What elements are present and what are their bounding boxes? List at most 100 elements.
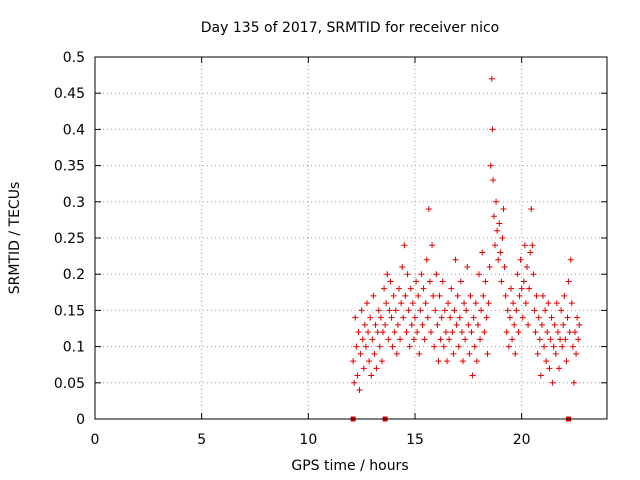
data-point	[515, 329, 522, 336]
data-point	[517, 256, 524, 263]
data-point	[474, 321, 481, 328]
data-point	[559, 343, 566, 350]
data-point	[403, 329, 410, 336]
data-point	[430, 292, 437, 299]
data-point	[557, 336, 564, 343]
data-point	[551, 321, 558, 328]
data-point	[470, 314, 477, 321]
data-point	[497, 249, 504, 256]
data-point	[444, 358, 450, 365]
data-point	[433, 271, 440, 278]
data-point	[415, 292, 422, 299]
data-point	[408, 321, 415, 328]
data-point	[441, 307, 448, 314]
data-point	[481, 329, 488, 336]
data-point	[494, 227, 501, 234]
data-point	[449, 329, 456, 336]
data-point	[439, 278, 446, 285]
data-point	[556, 365, 562, 372]
data-point	[467, 292, 474, 299]
data-point	[558, 307, 565, 314]
data-point	[518, 285, 525, 292]
data-point	[536, 336, 543, 343]
data-point	[453, 321, 460, 328]
data-point	[549, 379, 556, 386]
data-point	[436, 292, 443, 299]
data-point	[401, 242, 408, 249]
data-point	[560, 321, 567, 328]
x-tick-label: 15	[406, 432, 424, 448]
data-point	[442, 329, 449, 336]
data-point	[374, 329, 381, 336]
data-point	[510, 300, 517, 307]
data-point	[487, 162, 494, 169]
data-point	[479, 249, 486, 256]
data-point	[548, 314, 555, 321]
data-point	[493, 198, 500, 205]
data-point	[446, 336, 453, 343]
data-point	[359, 336, 366, 343]
data-point	[465, 321, 472, 328]
data-point	[516, 292, 523, 299]
data-point	[534, 350, 541, 357]
data-point	[564, 314, 571, 321]
data-point	[480, 292, 487, 299]
data-point	[547, 336, 554, 343]
data-point	[355, 329, 362, 336]
y-tick-labels: 0 0.05 0.1 0.15 0.2 0.25 0.3 0.35 0.4 0.45 0.5	[54, 50, 85, 428]
y-tick-label: 0.1	[63, 340, 85, 356]
data-point	[527, 249, 534, 256]
data-point	[391, 329, 398, 336]
y-tick-label: 0	[76, 412, 85, 428]
data-point	[369, 336, 376, 343]
data-point	[428, 329, 434, 336]
data-point	[389, 343, 396, 350]
data-point	[376, 343, 383, 350]
data-point	[397, 336, 404, 343]
data-point	[538, 321, 545, 328]
data-point	[544, 329, 551, 336]
data-point	[438, 314, 445, 321]
data-point	[417, 307, 424, 314]
data-point	[500, 206, 507, 213]
data-point	[373, 365, 380, 372]
data-point	[576, 321, 583, 328]
data-point	[565, 278, 572, 285]
data-point	[570, 379, 577, 386]
data-point	[498, 278, 505, 285]
y-axis-label: SRMTID / TECUs	[7, 182, 23, 295]
data-point	[537, 372, 544, 379]
data-point	[434, 321, 441, 328]
data-point	[416, 350, 423, 357]
data-point	[425, 206, 432, 213]
data-point	[456, 314, 463, 321]
data-point	[445, 300, 452, 307]
x-tick-label: 0	[91, 432, 100, 448]
data-point	[457, 278, 464, 285]
data-point	[512, 350, 519, 357]
data-point	[533, 292, 540, 299]
data-point	[364, 300, 370, 307]
data-point	[566, 329, 573, 336]
data-point	[423, 256, 430, 263]
data-point	[350, 358, 357, 365]
data-point	[508, 285, 514, 292]
data-point	[509, 336, 516, 343]
data-point	[513, 307, 520, 314]
data-point	[543, 358, 550, 365]
data-point	[370, 292, 377, 299]
data-point	[514, 271, 521, 278]
data-point	[492, 242, 498, 249]
data-point	[563, 358, 570, 365]
data-point	[410, 336, 417, 343]
data-point	[432, 307, 439, 314]
data-point	[383, 300, 390, 307]
data-point	[567, 256, 574, 263]
data-point	[568, 300, 575, 307]
y-tick-label: 0.25	[54, 231, 85, 247]
data-point	[452, 256, 459, 263]
data-point	[366, 358, 373, 365]
data-point	[451, 307, 458, 314]
data-point	[371, 350, 378, 357]
y-tick-label: 0.4	[63, 122, 85, 138]
